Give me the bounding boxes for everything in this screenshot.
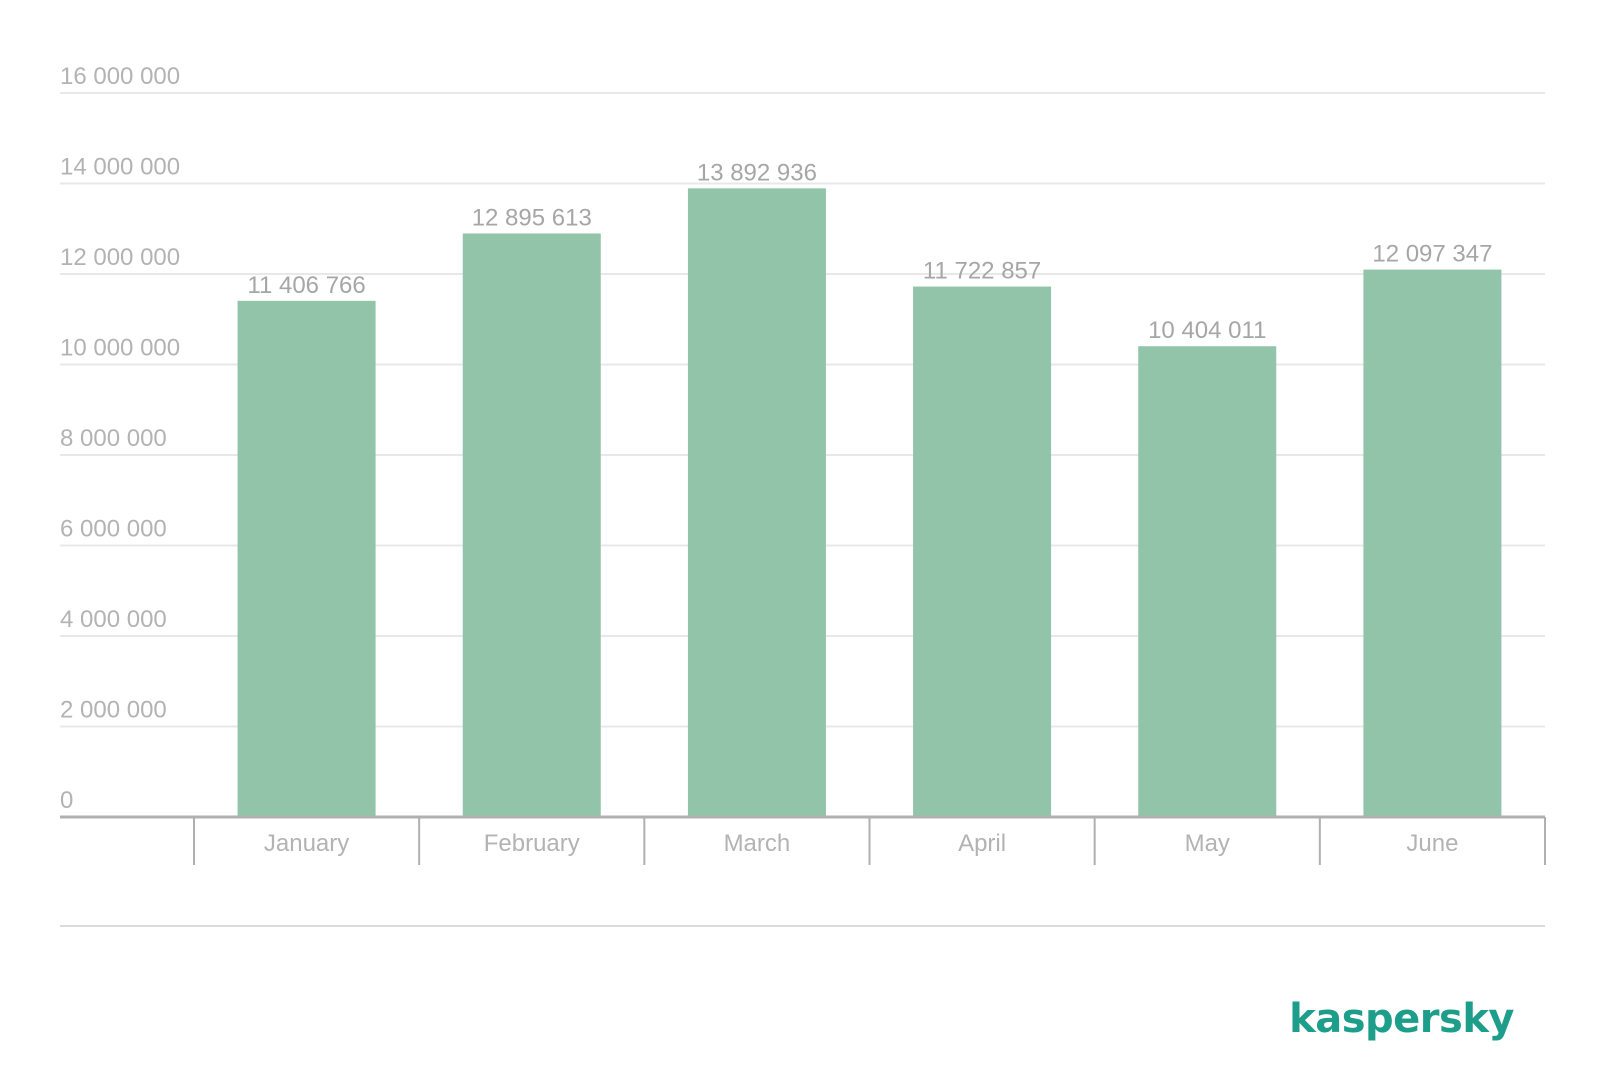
data-label: 12 895 613 — [472, 204, 592, 231]
kaspersky-logo: kaspersky — [1289, 996, 1514, 1042]
data-label: 11 406 766 — [247, 272, 365, 299]
bar-june — [1363, 269, 1502, 817]
data-label: 12 097 347 — [1372, 241, 1492, 268]
y-tick-label: 6 000 000 — [60, 516, 167, 543]
y-tick-label: 4 000 000 — [60, 606, 167, 633]
x-axis-category-labels: January February March April May June — [264, 830, 1459, 857]
x-category-label: January — [264, 830, 349, 857]
x-axis — [60, 815, 1546, 865]
x-category-label: February — [484, 830, 580, 857]
bar-may — [1138, 346, 1277, 817]
y-tick-label: 10 000 000 — [60, 335, 180, 362]
x-category-label: June — [1406, 830, 1458, 857]
y-tick-label: 16 000 000 — [60, 63, 180, 90]
y-axis-tick-labels: 0 2 000 000 4 000 000 6 000 000 8 000 000 10 … — [60, 63, 180, 814]
bar-march — [687, 188, 826, 817]
y-tick-label: 2 000 000 — [60, 697, 167, 724]
y-tick-label: 0 — [60, 787, 73, 814]
x-category-label: March — [724, 830, 791, 857]
bar-january — [237, 300, 376, 817]
data-label: 13 892 936 — [697, 159, 817, 186]
data-labels: 11 406 766 12 895 613 13 892 936 11 722 857… — [247, 159, 1492, 344]
data-label: 11 722 857 — [923, 258, 1041, 285]
bars — [237, 188, 1502, 817]
data-label: 10 404 011 — [1148, 317, 1266, 344]
y-tick-label: 12 000 000 — [60, 244, 180, 271]
y-tick-label: 8 000 000 — [60, 425, 167, 452]
bar-april — [913, 286, 1052, 817]
y-tick-label: 14 000 000 — [60, 154, 180, 181]
x-category-label: May — [1185, 830, 1230, 857]
bar-february — [462, 233, 601, 817]
x-category-label: April — [958, 830, 1006, 857]
